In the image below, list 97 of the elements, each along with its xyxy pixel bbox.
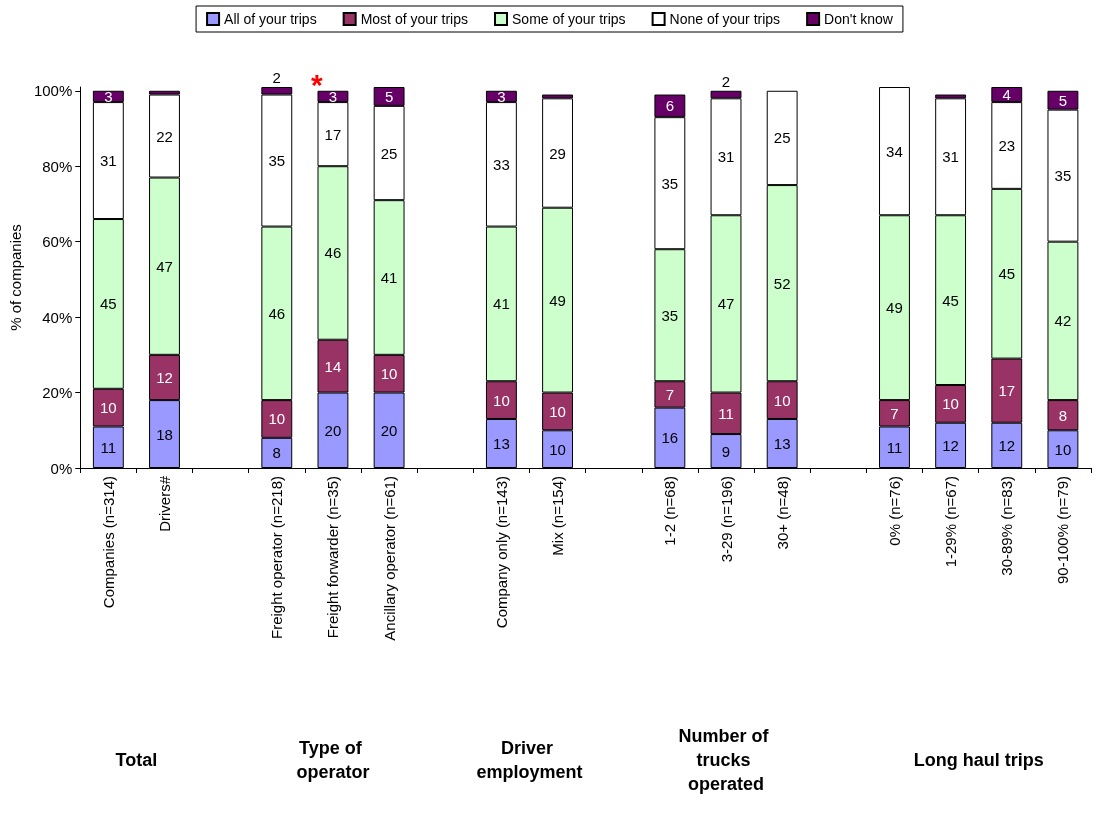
- x-tick-label: 0% (n=76): [885, 476, 903, 546]
- data-label: 12: [942, 436, 959, 454]
- data-label: 35: [661, 306, 679, 324]
- data-label: 47: [717, 295, 735, 313]
- data-label: 41: [493, 295, 510, 313]
- data-label: 5: [1058, 91, 1068, 109]
- data-label: 33: [493, 155, 510, 173]
- legend-label: All of your trips: [224, 11, 317, 27]
- data-label: 12: [156, 368, 173, 386]
- data-label: 34: [886, 142, 903, 160]
- data-label: 52: [773, 274, 791, 292]
- data-label: 3: [328, 87, 338, 105]
- x-tick-label: 3-29 (n=196): [717, 476, 735, 563]
- legend-label: Most of your trips: [360, 11, 469, 27]
- data-label: 46: [324, 244, 342, 262]
- data-label: 49: [886, 299, 903, 317]
- data-label: 31: [100, 152, 117, 170]
- data-label: 47: [156, 257, 173, 275]
- data-label: 20: [324, 421, 342, 439]
- x-tick-label: Mix (n=154): [549, 476, 567, 556]
- data-label: 45: [100, 295, 117, 313]
- annotation: *: [311, 68, 324, 102]
- data-label: 13: [773, 434, 791, 452]
- y-tick-label: 0%: [50, 459, 73, 477]
- x-tick-label: Freight forwarder (n=35): [324, 476, 342, 639]
- y-tick-label: 40%: [42, 308, 73, 326]
- data-label: 35: [661, 174, 679, 192]
- data-label: 14: [324, 357, 342, 375]
- data-label: 35: [1054, 167, 1072, 185]
- data-label: 10: [1054, 440, 1072, 458]
- y-tick-label: 80%: [42, 157, 73, 175]
- data-label: 5: [384, 87, 394, 105]
- x-tick-label: 1-29% (n=67): [942, 476, 960, 568]
- data-label: 3: [104, 87, 113, 105]
- data-label: 6: [665, 97, 675, 115]
- data-label: 3: [497, 87, 506, 105]
- legend-label: None of your trips: [669, 11, 781, 27]
- data-label: 31: [942, 148, 959, 166]
- data-label: 49: [549, 291, 566, 309]
- data-label: 12: [998, 436, 1016, 454]
- data-label: 11: [886, 438, 903, 456]
- data-label: 10: [549, 402, 566, 420]
- data-label: 18: [156, 425, 173, 443]
- text: Long haul trips: [913, 750, 1044, 770]
- data-label: 7: [890, 404, 899, 422]
- text: Type of operator: [296, 738, 370, 782]
- x-tick-label: 1-2 (n=68): [661, 476, 679, 546]
- data-label: 8: [1058, 406, 1068, 424]
- x-tick-label: Drivers#: [155, 475, 173, 532]
- data-label: 13: [493, 434, 510, 452]
- data-label: 9: [721, 442, 731, 460]
- data-label: 10: [493, 391, 510, 409]
- data-label: 25: [773, 129, 791, 147]
- y-tick-label: 100%: [33, 82, 73, 100]
- data-label: 10: [380, 365, 398, 383]
- data-label: 41: [380, 269, 398, 286]
- data-label: 4: [1002, 86, 1011, 104]
- x-tick-label: 30-89% (n=83): [998, 476, 1016, 576]
- data-label: 10: [549, 440, 566, 458]
- x-tick-label: Ancillary operator (n=61): [380, 476, 398, 641]
- text: Total: [115, 750, 158, 770]
- data-label: 8: [272, 444, 281, 462]
- data-label: 7: [665, 385, 675, 403]
- data-label: 11: [718, 404, 734, 422]
- data-label: 2: [721, 72, 731, 90]
- data-label: 42: [1054, 312, 1072, 330]
- data-label: 46: [268, 304, 286, 322]
- x-tick-label: 30+ (n=48): [773, 476, 791, 550]
- x-tick-label: Company only (n=143): [492, 476, 510, 629]
- y-tick-label: 20%: [42, 384, 73, 402]
- data-label: 10: [942, 395, 959, 413]
- x-tick-label: 90-100% (n=79): [1054, 476, 1072, 584]
- data-label: 11: [100, 438, 117, 456]
- data-label: 2: [272, 69, 281, 86]
- y-axis-title: % of companies: [7, 224, 24, 331]
- data-label: 23: [998, 136, 1016, 154]
- data-label: 17: [324, 125, 342, 143]
- x-tick-label: Freight operator (n=218): [268, 476, 286, 640]
- data-label: 35: [268, 152, 286, 170]
- data-label: 16: [661, 429, 679, 447]
- text: Driver employment: [476, 738, 583, 782]
- data-label: 17: [998, 382, 1016, 400]
- data-label: 45: [998, 265, 1016, 283]
- data-label: 25: [380, 144, 398, 162]
- data-label: 29: [549, 144, 566, 162]
- data-label: 10: [773, 391, 791, 409]
- data-label: 45: [942, 291, 959, 309]
- text: Number of trucks operated: [678, 726, 774, 794]
- legend-label: Some of your trips: [512, 11, 626, 27]
- y-tick-label: 60%: [42, 233, 73, 251]
- data-label: 10: [100, 399, 117, 417]
- legend-label: Don't know: [824, 11, 894, 27]
- data-label: 22: [156, 127, 173, 145]
- data-label: 31: [717, 148, 735, 166]
- data-label: 20: [380, 421, 398, 439]
- x-tick-label: Companies (n=314): [99, 476, 117, 609]
- data-label: 10: [268, 410, 286, 428]
